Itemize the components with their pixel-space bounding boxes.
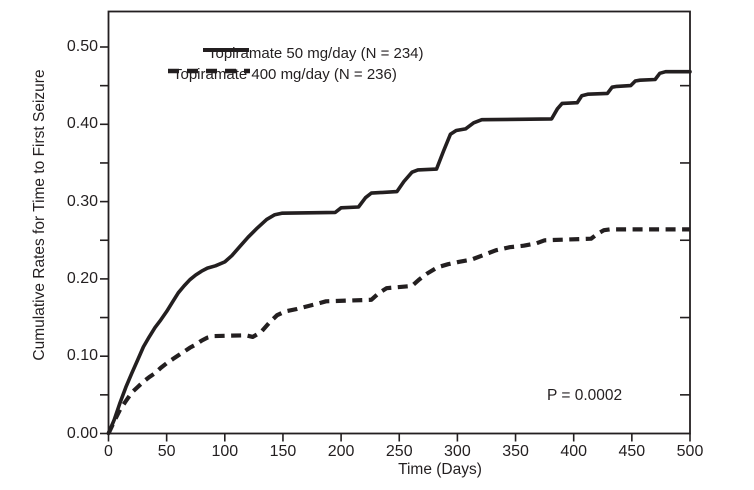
x-tick-label: 250: [385, 443, 413, 460]
y-tick-label: 0.40: [66, 115, 98, 133]
x-tick-label: 300: [444, 443, 471, 460]
y-tick-label: 0.20: [66, 269, 98, 287]
y-axis-title: Cumulative Rates for Time to First Seizu…: [31, 69, 48, 361]
x-tick-label: 350: [502, 443, 529, 460]
x-tick-label: 50: [157, 443, 176, 460]
legend-item-50mg: Topiramate 50 mg/day (N = 234): [202, 45, 424, 62]
x-tick-label: 0: [104, 443, 113, 460]
legend-label-50mg: Topiramate 50 mg/day (N = 234): [208, 45, 424, 62]
x-tick-label: 100: [211, 443, 239, 460]
y-tick-label: 0.50: [66, 38, 98, 55]
series-curve-dashed: [106, 227, 690, 435]
y-tick-label: 0.30: [66, 192, 98, 210]
legend-item-400mg: Topiramate 400 mg/day (N = 236): [167, 66, 397, 83]
x-tick-label: 450: [618, 443, 646, 460]
x-tick-label: 150: [269, 443, 297, 460]
y-tick-label: 0.10: [66, 347, 98, 365]
x-tick-label: 200: [327, 443, 355, 460]
y-tick-label: 0.00: [66, 424, 98, 442]
x-tick-label: 500: [676, 443, 704, 460]
series-curve-solid: [106, 69, 692, 436]
x-axis-title: Time (Days): [398, 461, 482, 478]
p-value-annotation: P = 0.0002: [547, 387, 623, 404]
x-tick-label: 400: [560, 443, 588, 460]
